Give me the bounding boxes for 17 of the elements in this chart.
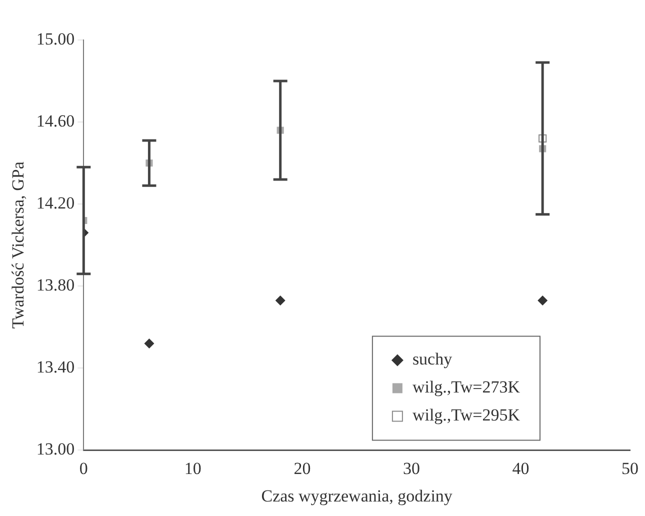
y-tick-label: 15.00 [36,29,75,48]
x-axis-title: Czas wygrzewania, godziny [261,486,453,506]
x-tick-label: 40 [512,458,530,478]
x-tick-label: 0 [79,458,88,478]
y-tick-label: 14.60 [36,112,75,131]
x-tick-label: 30 [402,458,420,478]
y-tick-label: 14.20 [36,194,75,213]
x-tick-label: 10 [184,458,202,478]
y-tick-label: 13.80 [36,276,75,295]
legend-label: wilg.,Tw=273K [412,378,521,397]
legend-label: suchy [412,350,453,369]
x-tick-label: 50 [622,458,638,478]
y-tick-label: 13.40 [36,358,75,377]
legend-label: wilg.,Tw=295K [412,406,521,425]
x-tick-label: 20 [294,458,311,478]
y-axis-title: Twardość Vickersa, GPa [8,161,28,329]
y-tick-label: 13.00 [36,440,75,459]
